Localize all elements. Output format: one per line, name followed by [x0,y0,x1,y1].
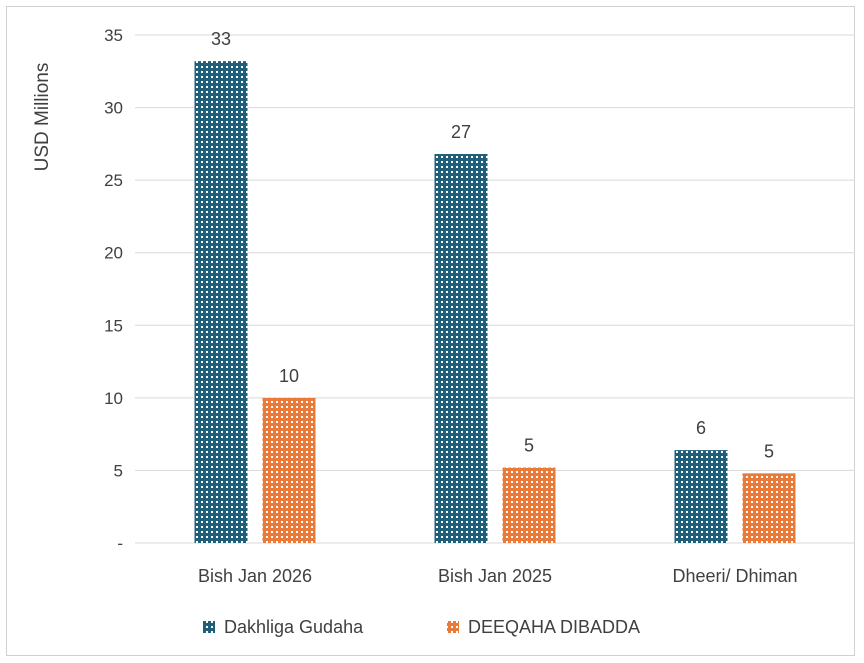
y-tick-label: - [117,534,123,553]
data-label: 6 [696,418,706,438]
y-tick-label: 10 [104,389,123,408]
y-tick-label: 25 [104,171,123,190]
bar-deeqaha-dibadda [502,467,556,543]
y-tick-label: 35 [104,26,123,45]
y-tick-label: 30 [104,99,123,118]
chart-frame [6,6,855,656]
y-axis: - 5 10 15 20 25 30 35 [104,26,123,553]
legend-item: DEEQAHA DIBADDA [447,617,640,637]
legend-swatch [203,621,215,633]
category-label: Bish Jan 2025 [438,566,552,586]
y-tick-label: 15 [104,316,123,335]
data-label: 10 [279,366,299,386]
y-tick-label: 20 [104,244,123,263]
gridlines [135,34,855,544]
bar-dakhliga-gudaha [194,61,248,544]
data-labels: 33 10 27 5 6 5 [211,29,774,461]
bar-deeqaha-dibadda [262,397,316,543]
data-label: 5 [764,441,774,461]
bars [194,61,796,544]
data-label: 5 [524,436,534,456]
legend-label: Dakhliga Gudaha [224,617,364,637]
legend-label: DEEQAHA DIBADDA [468,617,640,637]
data-label: 27 [451,122,471,142]
legend-item: Dakhliga Gudaha [203,617,364,637]
legend: Dakhliga Gudaha DEEQAHA DIBADDA [203,617,640,637]
bar-dakhliga-gudaha [434,154,488,543]
y-tick-label: 5 [114,461,123,480]
bar-dakhliga-gudaha [674,450,728,543]
category-label: Dheeri/ Dhiman [672,566,797,586]
legend-swatch [447,621,459,633]
data-label: 33 [211,29,231,49]
category-label: Bish Jan 2026 [198,566,312,586]
bar-deeqaha-dibadda [742,473,796,543]
x-axis: Bish Jan 2026 Bish Jan 2025 Dheeri/ Dhiman [198,566,798,586]
y-axis-title: USD Millions [32,63,53,172]
